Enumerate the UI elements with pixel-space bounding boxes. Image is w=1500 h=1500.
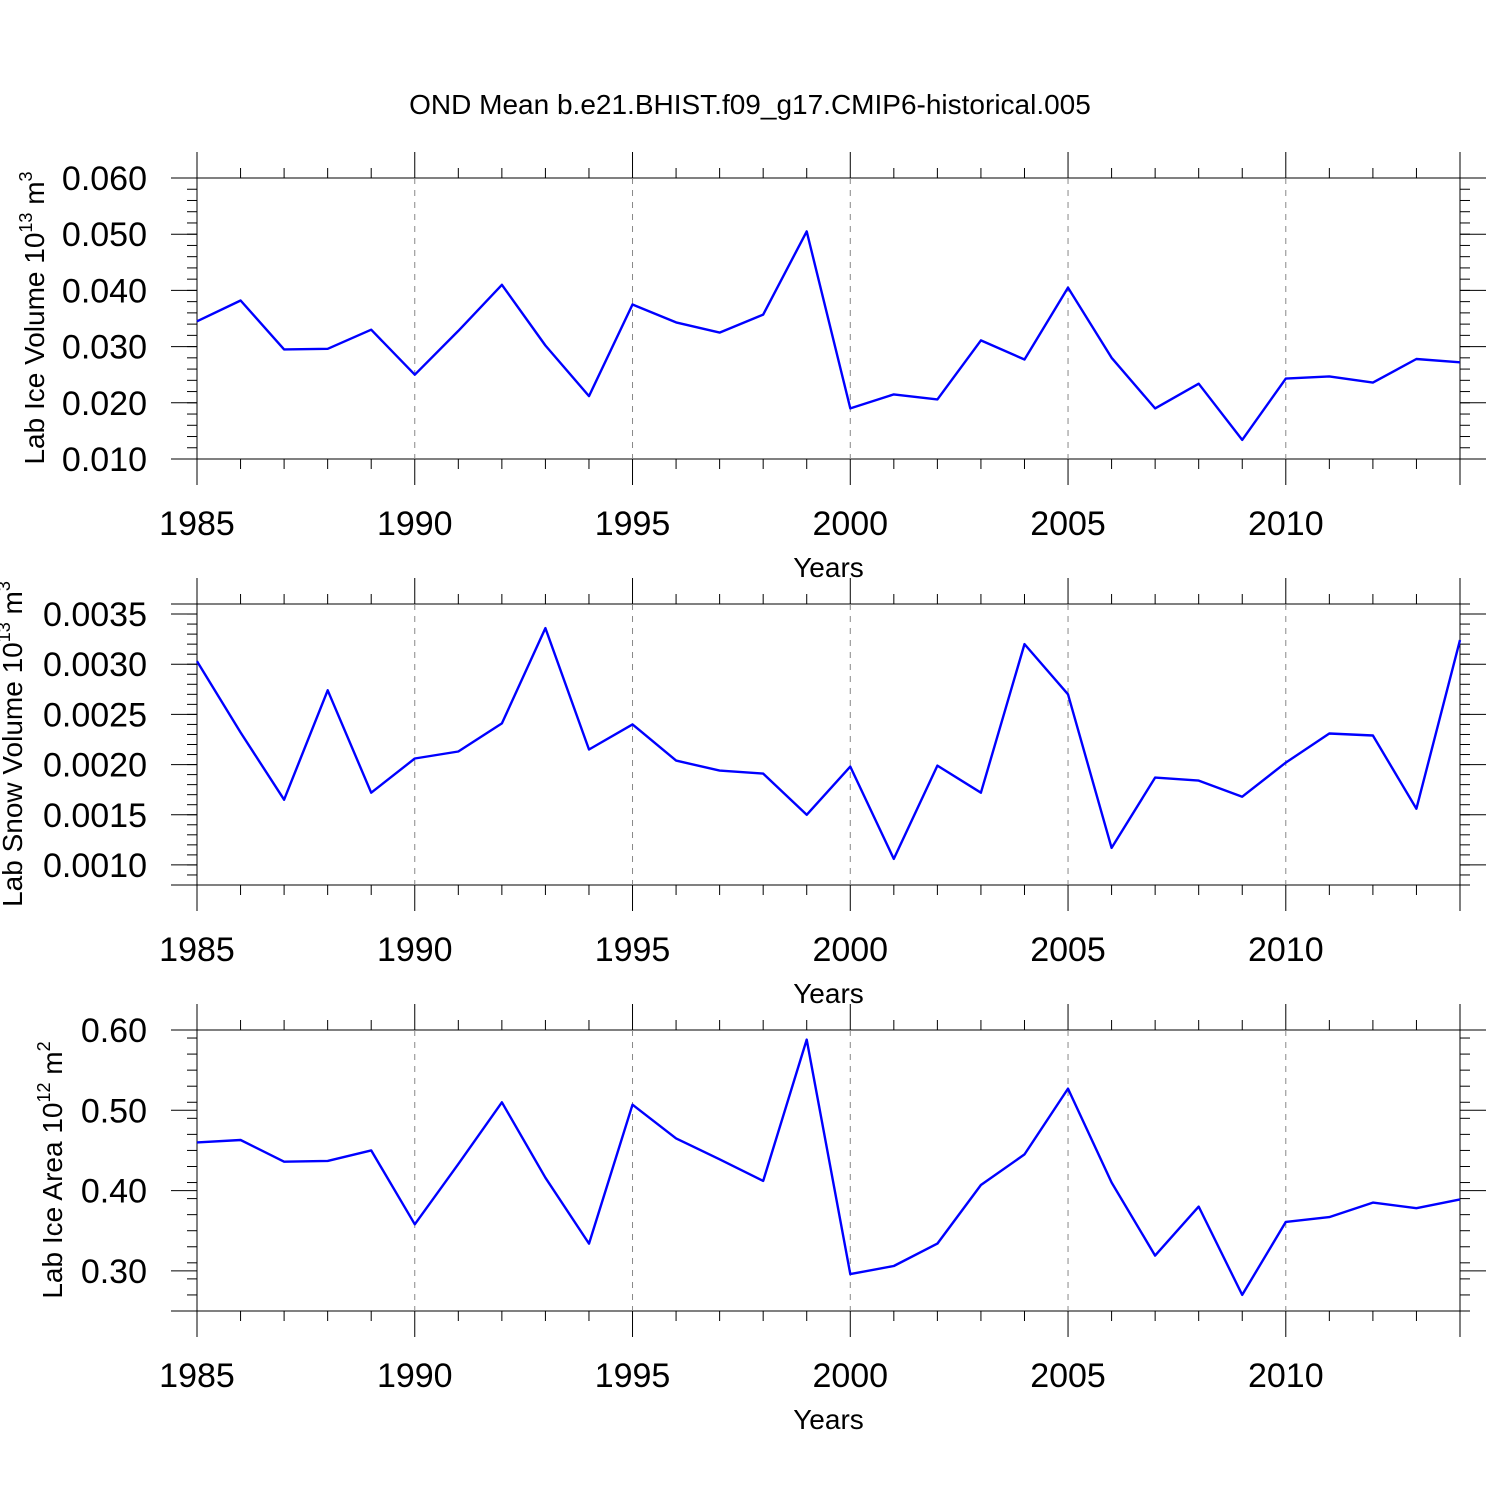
y-axis-label-exponent: 13 — [16, 213, 36, 233]
x-tick-label: 2005 — [1030, 1357, 1106, 1395]
x-tick-label: 2010 — [1248, 505, 1324, 543]
x-tick-label: 1995 — [595, 931, 671, 969]
x-tick-label: 1990 — [377, 1357, 453, 1395]
y-tick-label: 0.0020 — [43, 747, 147, 785]
y-tick-label: 0.010 — [62, 441, 147, 479]
y-axis-label-unit-exponent: 3 — [0, 581, 14, 591]
x-tick-label: 2010 — [1248, 1357, 1324, 1395]
x-tick-label: 2000 — [812, 931, 888, 969]
y-axis-label-unit-exponent: 2 — [34, 1041, 54, 1051]
y-tick-label: 0.50 — [81, 1092, 147, 1130]
y-tick-label: 0.0030 — [43, 646, 147, 684]
y-tick-label: 0.040 — [62, 272, 147, 310]
y-tick-label: 0.60 — [81, 1012, 147, 1050]
y-tick-label: 0.060 — [62, 160, 147, 198]
y-axis-label-text: Lab Ice Area 10 — [37, 1103, 68, 1299]
plot-frame — [196, 1029, 1461, 1312]
y-axis-label-text: Lab Snow Volume 10 — [0, 642, 28, 907]
figure-title: OND Mean b.e21.BHIST.f09_g17.CMIP6-histo… — [409, 89, 1091, 120]
y-tick-label: 0.0010 — [43, 847, 147, 885]
y-axis-label-exponent: 12 — [34, 1082, 54, 1102]
y-axis-label-unit-exponent: 3 — [16, 171, 36, 181]
x-tick-label: 1985 — [159, 505, 235, 543]
y-axis-label-unit: m — [19, 181, 50, 212]
x-tick-label: 2005 — [1030, 931, 1106, 969]
y-axis-label-exponent: 13 — [0, 622, 14, 642]
y-axis-label: Lab Ice Volume 1013 m3 — [16, 171, 50, 464]
y-tick-label: 0.30 — [81, 1253, 147, 1291]
chart-panel-3: 1985 1990 1995 2000 2005 2010 Years 0.30 0.40 0.5… — [34, 1004, 1486, 1435]
x-tick-label: 1985 — [159, 931, 235, 969]
y-tick-label: 0.0035 — [43, 596, 147, 634]
y-tick-label: 0.020 — [62, 385, 147, 423]
y-axis-label: Lab Snow Volume 1013 m3 — [0, 581, 28, 907]
x-axis-label: Years — [793, 552, 864, 583]
x-tick-label: 1990 — [377, 931, 453, 969]
x-tick-label: 1985 — [159, 1357, 235, 1395]
chart-panel-1: 1985 1990 1995 2000 2005 2010 Years 0.010 0.020 0… — [16, 152, 1486, 583]
x-tick-label: 1990 — [377, 505, 453, 543]
x-tick-label: 2010 — [1248, 931, 1324, 969]
y-tick-label: 0.030 — [62, 329, 147, 367]
series-line — [195, 626, 1462, 861]
series-line — [196, 1038, 1461, 1297]
y-tick-label: 0.0025 — [43, 696, 147, 734]
x-axis-label: Years — [793, 1404, 864, 1435]
x-axis-label: Years — [793, 978, 864, 1009]
y-tick-label: 0.0015 — [43, 797, 147, 835]
y-tick-label: 0.050 — [62, 216, 147, 254]
y-axis-label-unit: m — [0, 591, 28, 622]
series-line — [196, 230, 1461, 442]
x-tick-label: 1995 — [595, 1357, 671, 1395]
x-tick-label: 2000 — [812, 1357, 888, 1395]
x-tick-label: 2005 — [1030, 505, 1106, 543]
chart-panel-2: 1985 1990 1995 2000 2005 2010 Years 0.0010 0.001… — [0, 578, 1486, 1009]
plot-frame — [196, 603, 1461, 886]
y-tick-label: 0.40 — [81, 1173, 147, 1211]
x-tick-label: 1995 — [595, 505, 671, 543]
x-tick-label: 2000 — [812, 505, 888, 543]
y-axis-label: Lab Ice Area 1012 m2 — [34, 1041, 68, 1298]
y-axis-label-unit: m — [37, 1051, 68, 1082]
y-axis-label-text: Lab Ice Volume 10 — [19, 233, 50, 465]
